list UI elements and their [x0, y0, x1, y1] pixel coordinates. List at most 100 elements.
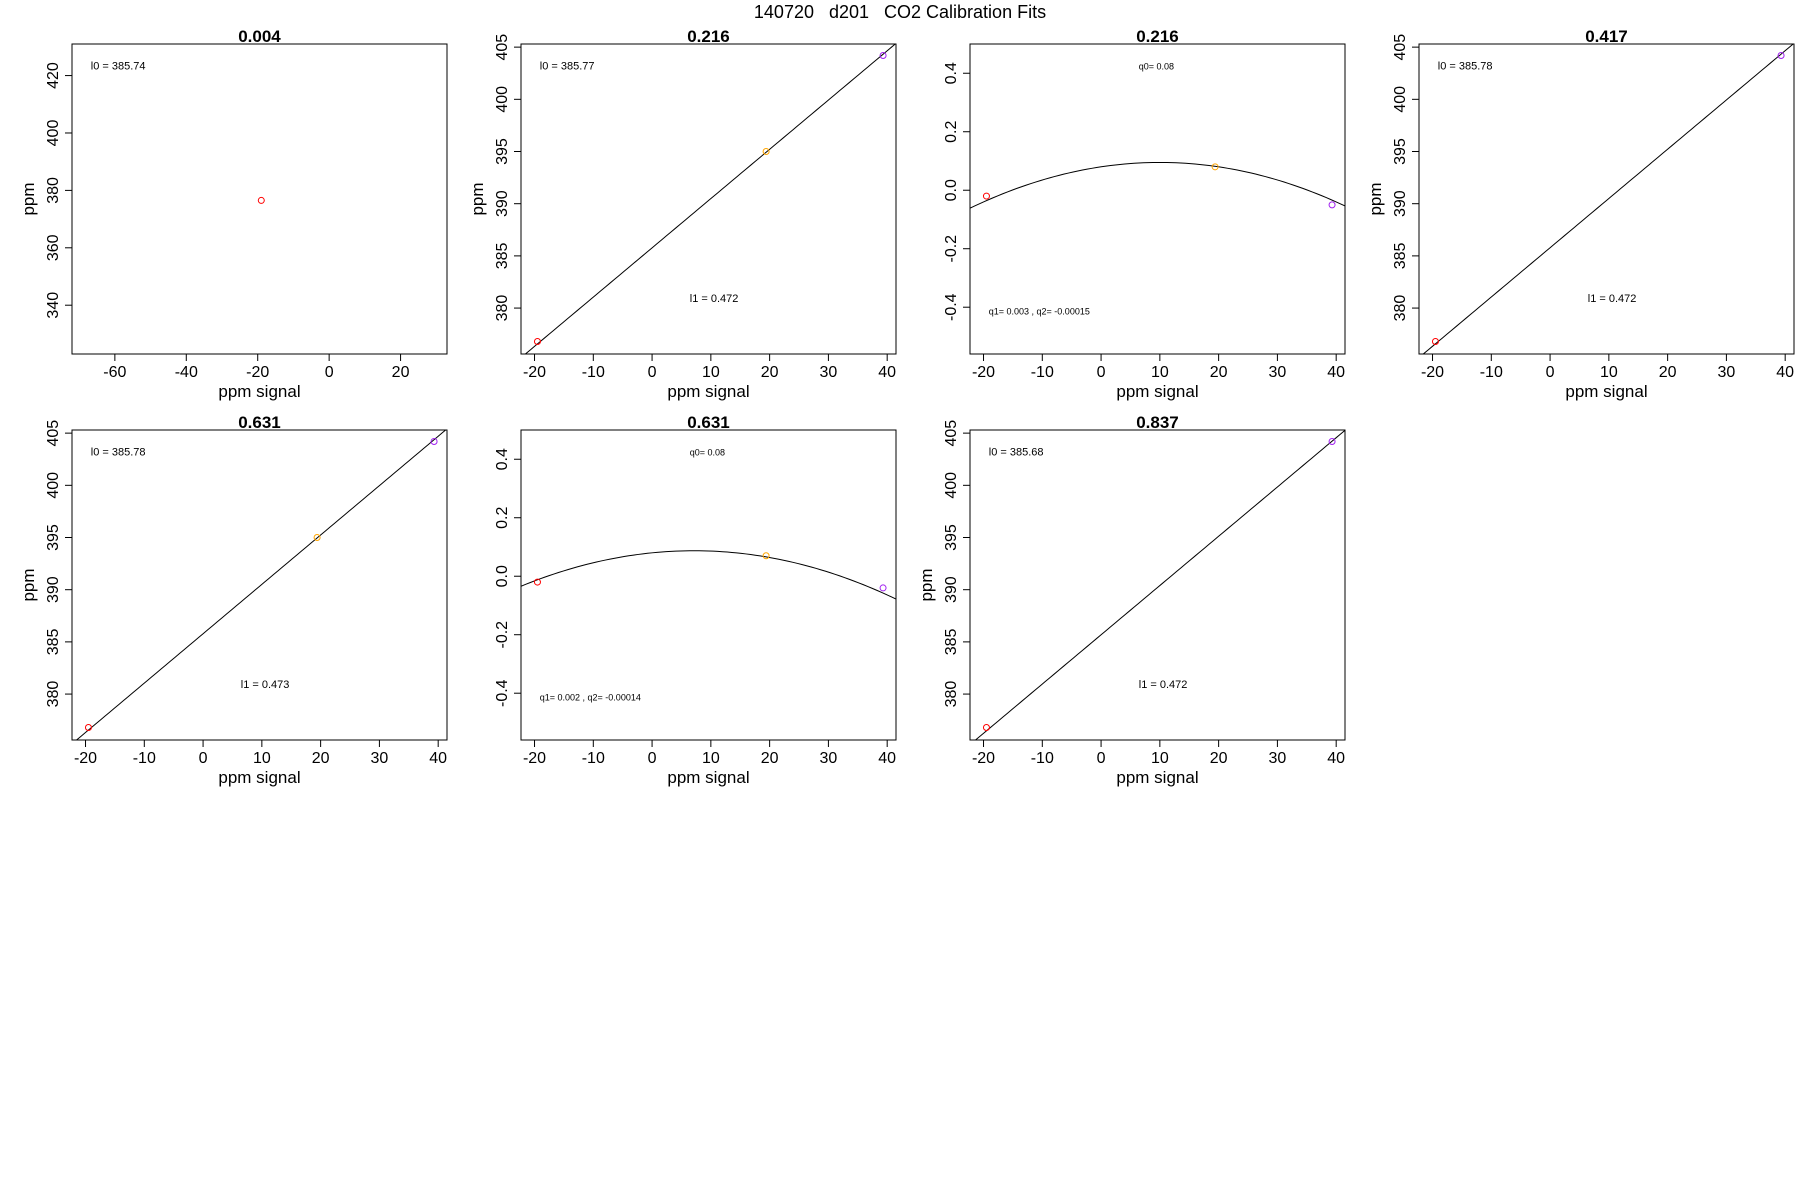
data-point	[84, 723, 92, 731]
y-tick-label: 420	[45, 62, 62, 89]
y-tick-label: 0.2	[494, 507, 511, 529]
y-axis-label: ppm	[917, 568, 936, 601]
y-tick-label: 385	[494, 242, 511, 269]
y-tick-label: 380	[494, 295, 511, 322]
x-tick-label: 30	[1269, 750, 1287, 767]
y-tick-label: 400	[45, 120, 62, 147]
y-tick-label: 405	[45, 420, 62, 447]
y-tick-label: 400	[494, 86, 511, 113]
y-tick-label: 395	[943, 524, 960, 551]
data-point	[430, 437, 438, 445]
y-tick-label: -0.2	[494, 621, 511, 649]
x-tick-label: 30	[1269, 364, 1287, 381]
x-tick-label: 0	[325, 364, 334, 381]
x-tick-label: 20	[1210, 750, 1228, 767]
y-tick-label: 385	[943, 628, 960, 655]
fit-line	[524, 44, 896, 354]
data-point	[1777, 51, 1785, 59]
x-tick-label: 40	[1327, 750, 1345, 767]
x-tick-label: -60	[103, 364, 126, 381]
fit-coefficient-label: q0= 0.08	[1139, 62, 1174, 72]
x-axis-label: ppm signal	[218, 382, 300, 401]
y-tick-label: 390	[494, 190, 511, 217]
data-point	[762, 148, 770, 156]
plot-title: 0.631	[238, 413, 281, 432]
y-axis-label: ppm	[1366, 182, 1385, 215]
fit-coefficient-label: l0 = 385.68	[989, 447, 1044, 459]
x-tick-label: -20	[74, 750, 97, 767]
plot-frame	[520, 429, 897, 741]
x-tick-label: -20	[523, 750, 546, 767]
y-tick-label: 0.4	[494, 448, 511, 470]
x-tick-label: 20	[1659, 364, 1677, 381]
x-tick-label: 10	[1151, 750, 1169, 767]
y-tick-label: -0.2	[943, 235, 960, 263]
fit-line	[521, 550, 896, 600]
x-tick-label: -10	[133, 750, 156, 767]
fit-line	[974, 430, 1345, 740]
y-tick-label: 0.0	[943, 179, 960, 201]
y-tick-label: 395	[1392, 138, 1409, 165]
y-tick-label: 360	[45, 234, 62, 261]
x-tick-label: 30	[371, 750, 389, 767]
fit-coefficient-label: l0 = 385.78	[1438, 61, 1493, 73]
x-tick-label: -40	[175, 364, 198, 381]
y-tick-label: 390	[45, 576, 62, 603]
y-tick-label: 405	[1392, 34, 1409, 61]
x-tick-label: 0	[648, 750, 657, 767]
y-tick-label: 0.4	[943, 62, 960, 84]
data-point	[313, 534, 321, 542]
plot-panel: 0.004 -60 -40 -20 0 20 ppm signal 340 360 380 400 4…	[19, 27, 448, 401]
y-tick-label: 380	[45, 177, 62, 204]
y-axis-label: ppm	[19, 568, 38, 601]
y-tick-label: -0.4	[494, 679, 511, 707]
x-axis-label: ppm signal	[1565, 382, 1647, 401]
x-tick-label: 20	[392, 364, 410, 381]
y-tick-label: 395	[494, 138, 511, 165]
fit-coefficient-label: l1 = 0.472	[1588, 293, 1637, 305]
fit-line	[970, 161, 1345, 209]
x-tick-label: 40	[1776, 364, 1794, 381]
x-tick-label: -20	[1421, 364, 1444, 381]
plot-title: 0.837	[1136, 413, 1179, 432]
x-tick-label: 0	[1097, 750, 1106, 767]
x-tick-label: -20	[246, 364, 269, 381]
x-tick-label: 0	[648, 364, 657, 381]
y-tick-label: 385	[45, 628, 62, 655]
plot-frame	[71, 429, 448, 741]
x-tick-label: 20	[761, 364, 779, 381]
x-tick-label: 0	[199, 750, 208, 767]
x-tick-label: -20	[972, 750, 995, 767]
plot-frame	[1418, 43, 1795, 355]
x-axis-label: ppm signal	[667, 768, 749, 787]
plot-title: 0.631	[687, 413, 730, 432]
plot-title: 0.417	[1585, 27, 1628, 46]
fit-coefficient-label: q1= 0.003 , q2= -0.00015	[989, 307, 1090, 317]
fit-line	[75, 430, 447, 740]
x-tick-label: 40	[878, 364, 896, 381]
x-tick-label: 30	[1718, 364, 1736, 381]
y-tick-label: 395	[45, 524, 62, 551]
y-axis-label: ppm	[19, 182, 38, 215]
x-tick-label: 30	[820, 364, 838, 381]
x-tick-label: 10	[1151, 364, 1169, 381]
y-tick-label: 405	[494, 34, 511, 61]
y-axis-label: ppm	[468, 182, 487, 215]
x-tick-label: -10	[582, 750, 605, 767]
x-axis-label: ppm signal	[667, 382, 749, 401]
data-point	[1328, 437, 1336, 445]
data-point	[762, 552, 770, 560]
plot-panel: 0.216 -20 -10 0 10 20 30 40 ppm signal 380 385 390 3…	[468, 27, 897, 401]
fit-coefficient-label: l1 = 0.472	[1139, 679, 1188, 691]
plot-panel: 0.216 -20 -10 0 10 20 30 40 ppm signal -0.4 -0.2 0.…	[943, 27, 1346, 401]
y-tick-label: 380	[943, 681, 960, 708]
x-tick-label: 10	[1600, 364, 1618, 381]
fit-coefficient-label: l1 = 0.472	[690, 293, 739, 305]
data-point	[879, 584, 887, 592]
y-tick-label: -0.4	[943, 293, 960, 321]
data-point	[1328, 201, 1336, 209]
x-tick-label: -20	[523, 364, 546, 381]
y-tick-label: 390	[943, 576, 960, 603]
y-tick-label: 340	[45, 292, 62, 319]
